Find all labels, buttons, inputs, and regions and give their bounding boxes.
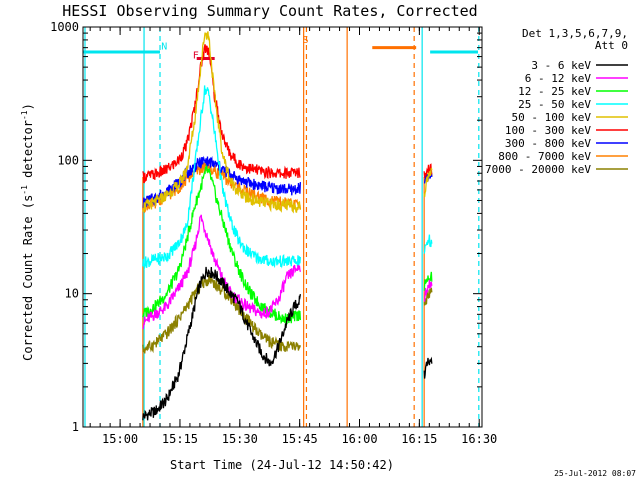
timestamp: 25-Jul-2012 08:07 [554, 469, 636, 478]
legend-label-8: 800 - 7000 keV [498, 150, 591, 163]
x-tick-label: 15:15 [162, 432, 198, 446]
series-2-line [142, 214, 302, 330]
series-4-line [142, 85, 302, 271]
y-axis-label: Corrected Count Rate (s-1 detector-1) [20, 103, 35, 361]
legend-label-2: 6 - 12 keV [525, 72, 592, 85]
plot-area: N S F [83, 27, 480, 427]
plot-frame [82, 26, 483, 428]
x-tick-label: 16:30 [461, 432, 497, 446]
x-axis: 15:00 15:15 15:30 15:45 16:00 16:15 16:30 [89, 27, 497, 446]
series-6-line-2 [423, 163, 433, 178]
legend-header-detectors: Det 1,3,5,6,7,9, [522, 27, 628, 40]
series-3-line-2 [423, 271, 433, 291]
legend-label-6: 100 - 300 keV [505, 124, 591, 137]
x-tick-label: 15:00 [102, 432, 138, 446]
series-5-line-2 [423, 167, 433, 198]
series-2-line-2 [423, 279, 433, 303]
chart-title: HESSI Observing Summary Count Rates, Cor… [62, 2, 477, 20]
y-tick-label: 100 [57, 153, 79, 167]
marker-s: S [302, 35, 308, 46]
legend-label-5: 50 - 100 keV [512, 111, 592, 124]
y-tick-label: 1 [72, 420, 79, 434]
x-tick-label: 16:15 [401, 432, 437, 446]
series-9-line [142, 274, 302, 354]
y-axis: 1 10 100 1000 [50, 20, 482, 434]
series-7-line [142, 155, 302, 209]
marker-n: N [161, 41, 167, 52]
legend-label-7: 300 - 800 keV [505, 137, 591, 150]
x-axis-label: Start Time (24-Jul-12 14:50:42) [170, 458, 394, 472]
series-4-line-2 [423, 234, 433, 254]
legend-label-9: 7000 - 20000 keV [485, 163, 591, 176]
x-tick-label: 16:00 [341, 432, 377, 446]
marker-f: F [193, 51, 199, 62]
y-tick-label: 10 [65, 287, 79, 301]
series-6-line [142, 44, 301, 184]
legend-label-1: 3 - 6 keV [531, 59, 591, 72]
x-tick-label: 15:30 [222, 432, 258, 446]
y-tick-label: 1000 [50, 20, 79, 34]
legend-header-attenuator: Att 0 [595, 39, 628, 52]
legend-label-3: 12 - 25 keV [518, 85, 591, 98]
legend-label-4: 25 - 50 keV [518, 98, 591, 111]
series-1-line-2 [423, 356, 433, 379]
series-1-line [142, 266, 302, 421]
series-5-line [142, 31, 302, 214]
series-3-line [142, 164, 302, 325]
x-tick-label: 15:45 [282, 432, 318, 446]
